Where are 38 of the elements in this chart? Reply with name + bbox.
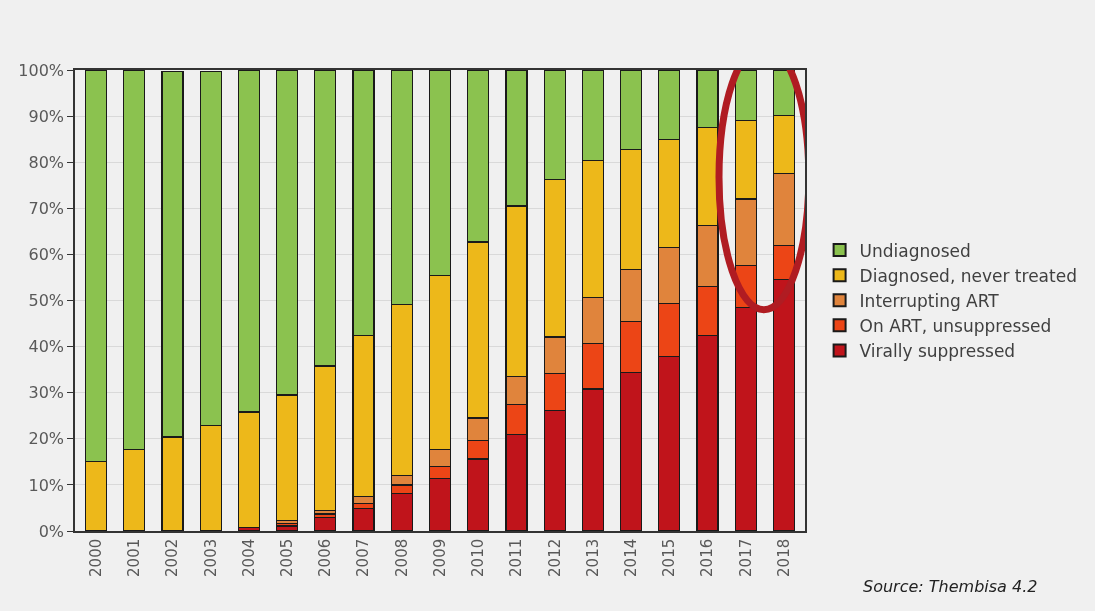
x-tick-label: 2003 bbox=[201, 538, 220, 577]
x-tick-label: 2009 bbox=[430, 538, 449, 577]
legend-label: Virally suppressed bbox=[859, 341, 1016, 362]
x-tick-label: 2010 bbox=[469, 538, 488, 577]
legend-label: On ART, unsuppressed bbox=[859, 315, 1052, 336]
x-tick-label: 2016 bbox=[698, 538, 717, 577]
y-tick-label: 80% bbox=[28, 152, 65, 172]
x-tick-label: 2011 bbox=[507, 538, 526, 577]
x-tick-label: 2017 bbox=[736, 538, 755, 577]
legend-label: Undiagnosed bbox=[859, 240, 971, 261]
x-tick-label: 2007 bbox=[354, 538, 373, 577]
x-tick-label: 2000 bbox=[86, 538, 105, 577]
bar bbox=[352, 508, 375, 531]
y-tick-label: 0% bbox=[38, 521, 65, 541]
y-tick-label: 40% bbox=[28, 337, 65, 357]
y-tick-label: 70% bbox=[28, 198, 65, 218]
x-tick-label: 2015 bbox=[660, 538, 679, 577]
x-tick-label: 2001 bbox=[125, 538, 144, 577]
x-tick-label: 2013 bbox=[583, 538, 602, 577]
legend-label: Interrupting ART bbox=[859, 290, 1000, 311]
x-tick-label: 2004 bbox=[239, 538, 258, 577]
x-tick-label: 2002 bbox=[163, 538, 182, 577]
y-tick-label: 90% bbox=[28, 106, 65, 126]
x-tick-label: 2014 bbox=[621, 538, 640, 577]
x-tick-label: 2006 bbox=[316, 538, 335, 577]
source-note: Source: Thembisa 4.2 bbox=[863, 577, 1038, 596]
bar bbox=[314, 516, 337, 531]
y-tick-label: 100% bbox=[18, 60, 65, 80]
x-tick-label: 2012 bbox=[545, 538, 564, 577]
x-tick-label: 2005 bbox=[277, 538, 296, 577]
y-tick-label: 50% bbox=[28, 291, 65, 311]
y-tick-label: 20% bbox=[28, 429, 65, 449]
x-tick-label: 2008 bbox=[392, 538, 411, 577]
y-tick-label: 30% bbox=[28, 383, 65, 403]
legend-label: Diagnosed, never treated bbox=[859, 265, 1077, 286]
y-tick-label: 60% bbox=[28, 245, 65, 264]
x-tick-label: 2018 bbox=[774, 538, 793, 577]
y-tick-label: 10% bbox=[28, 475, 65, 495]
